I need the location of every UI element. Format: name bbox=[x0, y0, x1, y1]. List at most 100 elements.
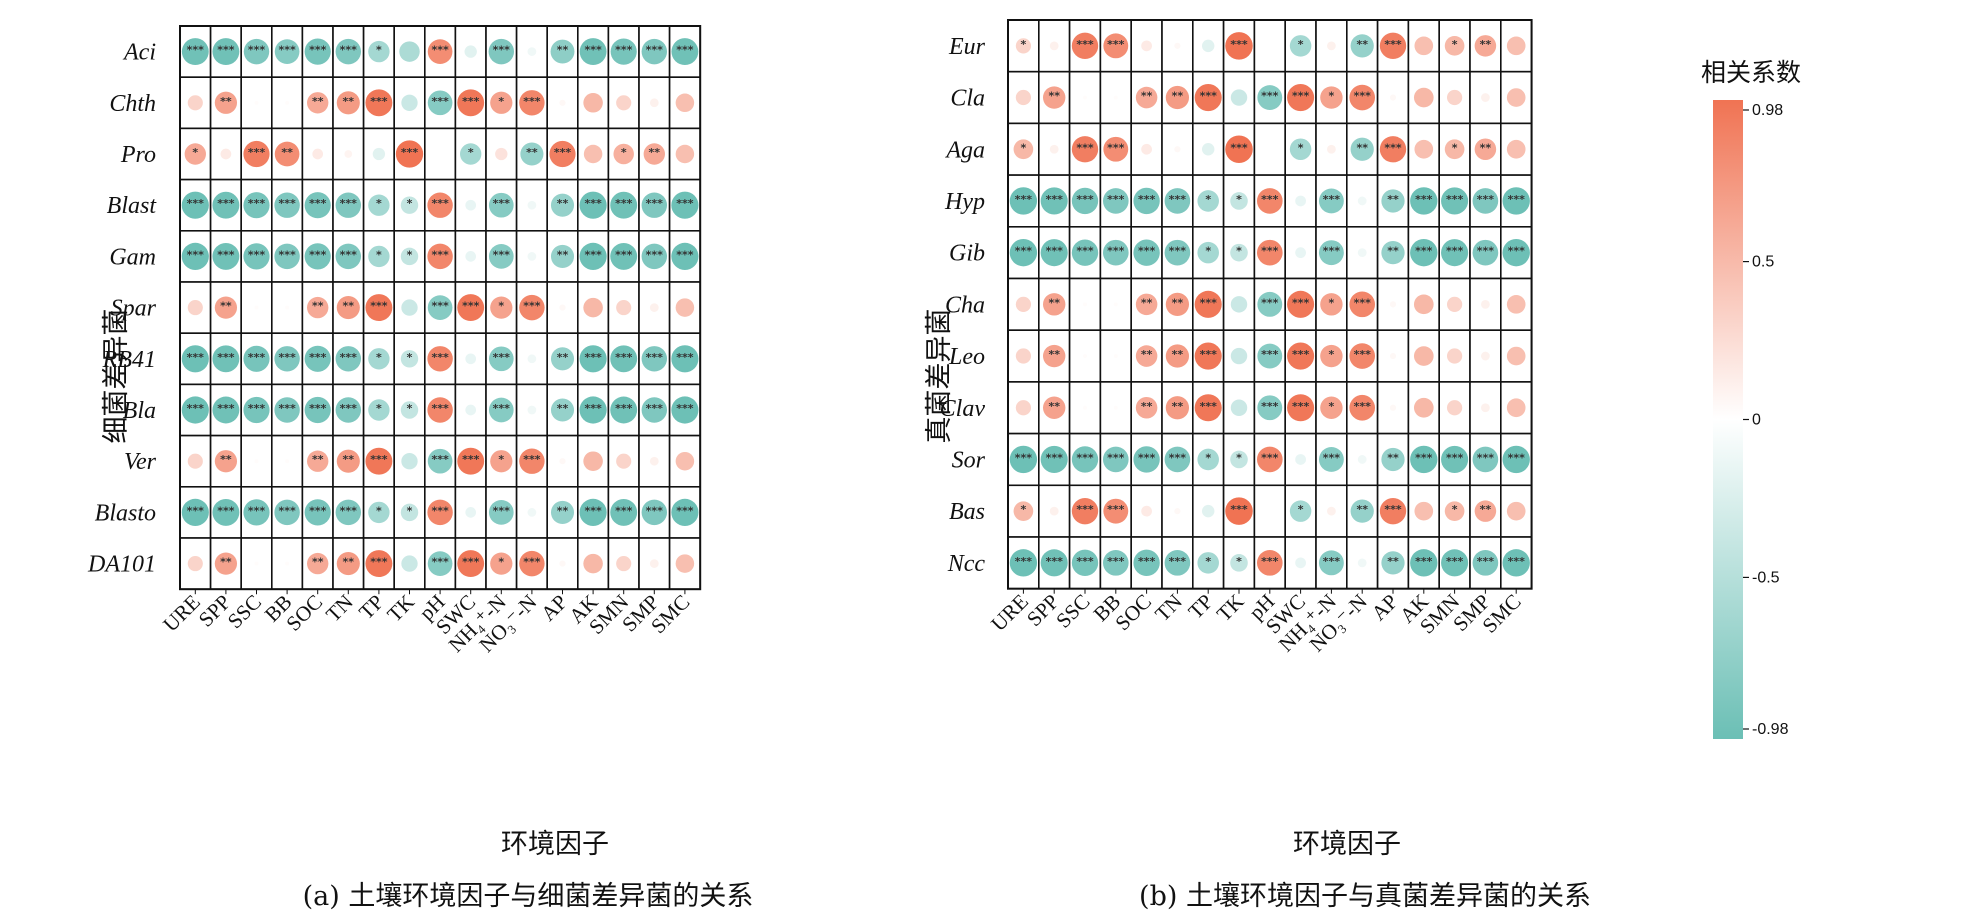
correlation-circle bbox=[583, 451, 603, 471]
correlation-circle bbox=[488, 244, 514, 269]
significance-stars: *** bbox=[1138, 555, 1156, 568]
correlation-circle bbox=[243, 396, 270, 424]
correlation-circle bbox=[1049, 41, 1059, 51]
correlation-circle bbox=[368, 194, 390, 216]
significance-stars: * bbox=[1021, 503, 1027, 516]
significance-stars: *** bbox=[1200, 348, 1218, 361]
row-label: Clav bbox=[940, 396, 986, 422]
colorbar-tick-label: -0.98 bbox=[1752, 721, 1789, 738]
significance-stars: *** bbox=[584, 44, 602, 57]
significance-stars: *** bbox=[187, 504, 205, 517]
significance-stars: *** bbox=[340, 44, 358, 57]
correlation-circle bbox=[1071, 187, 1099, 215]
significance-stars: *** bbox=[248, 44, 266, 57]
correlation-circle bbox=[610, 191, 638, 219]
correlation-circle bbox=[1357, 248, 1367, 258]
correlation-circle bbox=[1009, 549, 1038, 577]
correlation-circle bbox=[1135, 293, 1158, 316]
correlation-circle bbox=[212, 191, 240, 219]
correlation-circle bbox=[559, 304, 566, 311]
row-label: Hyp bbox=[944, 189, 985, 215]
correlation-circle bbox=[427, 192, 453, 218]
significance-stars: *** bbox=[309, 351, 327, 364]
correlation-circle bbox=[1413, 397, 1434, 418]
significance-stars: ** bbox=[649, 146, 661, 159]
heatmap-row: RB41 *** *** *** *** *** *** * * *** *** ** *** *** **… bbox=[102, 332, 701, 386]
correlation-circle bbox=[212, 345, 240, 373]
correlation-circle bbox=[1165, 344, 1190, 368]
correlation-circle bbox=[1268, 509, 1272, 513]
significance-stars: *** bbox=[1261, 245, 1279, 258]
correlation-circle bbox=[1287, 394, 1315, 422]
correlation-circle bbox=[1164, 446, 1191, 473]
panel-b-y-axis-title: 真菌差异菌 bbox=[924, 309, 955, 444]
correlation-circle bbox=[427, 551, 453, 576]
correlation-circle bbox=[643, 143, 665, 165]
correlation-circle bbox=[520, 142, 544, 166]
significance-stars: ** bbox=[1480, 503, 1492, 516]
heatmap-cell bbox=[1099, 329, 1133, 383]
correlation-circle bbox=[1289, 500, 1312, 522]
significance-stars: *** bbox=[462, 300, 480, 313]
significance-stars: * bbox=[1236, 555, 1242, 568]
correlation-circle bbox=[1318, 447, 1344, 472]
correlation-circle bbox=[1413, 346, 1434, 366]
significance-stars: ** bbox=[312, 300, 324, 313]
correlation-circle bbox=[1042, 344, 1066, 368]
significance-stars: *** bbox=[554, 146, 572, 159]
correlation-circle bbox=[1113, 354, 1118, 359]
significance-stars: *** bbox=[340, 402, 358, 415]
heatmap-row: DA101 ** ** ** *** *** *** * *** bbox=[87, 537, 701, 591]
correlation-circle bbox=[1289, 35, 1312, 57]
correlation-circle bbox=[1441, 187, 1469, 215]
significance-stars: *** bbox=[1323, 245, 1341, 258]
correlation-circle bbox=[579, 345, 607, 373]
correlation-circle bbox=[1230, 399, 1248, 416]
correlation-circle bbox=[1287, 342, 1315, 370]
correlation-circle bbox=[1413, 87, 1434, 108]
significance-stars: *** bbox=[462, 453, 480, 466]
significance-stars: * bbox=[498, 453, 504, 466]
significance-stars: *** bbox=[493, 351, 511, 364]
correlation-circle bbox=[1042, 293, 1066, 316]
significance-stars: *** bbox=[584, 402, 602, 415]
correlation-circle bbox=[519, 90, 545, 116]
correlation-circle bbox=[583, 553, 603, 574]
correlation-circle bbox=[559, 99, 566, 106]
significance-stars: *** bbox=[646, 351, 664, 364]
significance-stars: ** bbox=[343, 300, 355, 313]
significance-stars: *** bbox=[646, 504, 664, 517]
correlation-circle bbox=[675, 144, 695, 164]
correlation-circle bbox=[1506, 88, 1526, 107]
correlation-circle bbox=[274, 39, 300, 64]
correlation-circle bbox=[610, 38, 637, 65]
significance-stars: *** bbox=[217, 351, 235, 364]
significance-stars: *** bbox=[1230, 141, 1248, 154]
correlation-circle bbox=[1446, 89, 1463, 106]
correlation-circle bbox=[1441, 445, 1469, 473]
significance-stars: * bbox=[1452, 141, 1458, 154]
correlation-circle bbox=[1444, 36, 1465, 56]
correlation-circle bbox=[1506, 36, 1526, 56]
correlation-circle bbox=[243, 140, 270, 168]
significance-stars: * bbox=[407, 504, 413, 517]
significance-stars: *** bbox=[1076, 141, 1094, 154]
significance-stars: * bbox=[1205, 193, 1211, 206]
correlation-circle bbox=[1164, 239, 1191, 266]
row-label: Cha bbox=[945, 292, 985, 318]
significance-stars: *** bbox=[493, 197, 511, 210]
correlation-circle bbox=[243, 192, 270, 219]
correlation-circle bbox=[1474, 138, 1497, 161]
correlation-circle bbox=[1441, 549, 1469, 577]
significance-stars: * bbox=[1298, 141, 1304, 154]
correlation-circle bbox=[1133, 549, 1160, 577]
significance-stars: ** bbox=[1387, 555, 1399, 568]
significance-stars: *** bbox=[1261, 400, 1279, 413]
correlation-circle bbox=[1327, 506, 1336, 516]
significance-stars: *** bbox=[278, 504, 296, 517]
significance-stars: *** bbox=[1354, 348, 1372, 361]
correlation-circle bbox=[365, 447, 393, 475]
significance-stars: *** bbox=[1415, 245, 1433, 258]
significance-stars: *** bbox=[1384, 503, 1402, 516]
correlation-circle bbox=[1113, 95, 1118, 100]
